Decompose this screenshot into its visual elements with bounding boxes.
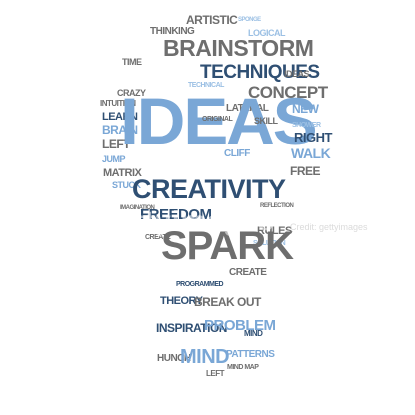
word-right: RIGHT	[294, 130, 332, 145]
word-mind-small: MIND	[244, 329, 263, 338]
word-artistic: ARTISTIC	[186, 13, 238, 27]
word-solution: SOLUTION	[253, 240, 286, 247]
word-break-out: BREAK OUT	[194, 295, 261, 309]
word-spark: SPARK	[161, 224, 294, 268]
word-create-2: CREATE	[229, 267, 267, 278]
word-sponge: SPONGE	[238, 17, 261, 23]
word-inspiration: INSPIRATION	[156, 321, 227, 335]
word-mind-map: MIND MAP	[227, 364, 259, 371]
word-walk: WALK	[291, 145, 331, 161]
word-free: FREE	[290, 164, 321, 178]
word-problem: PROBLEM	[204, 317, 276, 334]
word-learn: LEARN	[102, 111, 138, 123]
word-create: CREATE	[145, 234, 171, 241]
word-brainstorm: BRAINSTORM	[163, 35, 314, 61]
word-reflection: REFLECTION	[260, 203, 294, 209]
word-patterns: PATTERNS	[226, 349, 275, 360]
word-mind: MIND	[180, 346, 230, 368]
word-technical: TECHNICAL	[188, 82, 224, 89]
word-jump: JUMP	[102, 154, 126, 164]
word-crazy: CRAZY	[117, 88, 146, 98]
word-rules: RULES	[257, 225, 292, 237]
word-ideas-small: IDEAS	[284, 69, 310, 79]
word-imagination: IMAGINATION	[120, 205, 155, 211]
word-matrix: MATRIX	[103, 167, 142, 179]
word-theory: THEORY	[160, 295, 203, 307]
word-time: TIME	[122, 57, 142, 67]
word-creativity: CREATIVITY	[132, 174, 286, 204]
word-thinking: THINKING	[150, 26, 195, 37]
word-hunch: HUNCH	[157, 353, 191, 364]
word-ideas: IDEAS	[120, 84, 318, 158]
word-original: ORIGINAL	[202, 116, 233, 123]
word-cliff: CLIFF	[224, 148, 250, 159]
word-freedom: FREEDOM	[140, 206, 212, 223]
word-programmed: PROGRAMMED	[176, 281, 224, 288]
watermark-logo: gettyimages	[100, 205, 275, 236]
watermark-credit: Credit: gettyimages	[290, 222, 368, 232]
word-left: LEFT	[102, 137, 131, 151]
word-stuck: STUCK	[112, 180, 141, 190]
word-shower: SHOWER	[292, 122, 321, 129]
word-new: NEW	[292, 102, 319, 116]
word-intuition: INTUITION	[100, 99, 136, 108]
word-concept: CONCEPT	[248, 83, 328, 102]
word-techniques: TECHNIQUES	[200, 62, 320, 83]
word-brain: BRAIN	[102, 123, 138, 137]
word-skill: SKILL	[254, 116, 278, 126]
word-lateral: LATERAL	[226, 103, 269, 114]
word-left-small: LEFT	[206, 369, 225, 378]
word-logical: LOGICAL	[248, 28, 286, 38]
